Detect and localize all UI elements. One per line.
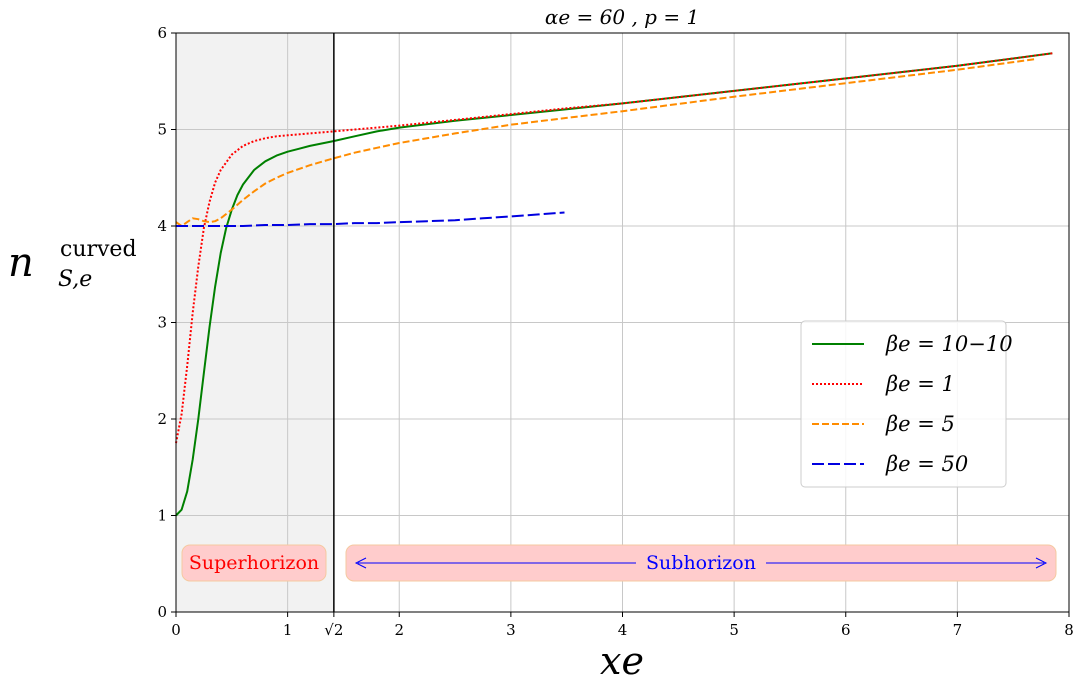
x-axis-label: xe bbox=[600, 639, 644, 682]
legend-box bbox=[800, 320, 1007, 488]
y-axis-label: n curved S,e bbox=[8, 237, 137, 292]
arrow-right-icon bbox=[1035, 557, 1048, 569]
legend-label-0: βe = 10−10 bbox=[885, 332, 1013, 356]
superhorizon-annotation: Superhorizon bbox=[181, 544, 327, 582]
legend-label-1: βe = 1 bbox=[885, 372, 955, 396]
legend-label-3: βe = 50 bbox=[885, 452, 968, 476]
y-tick-label-3: 3 bbox=[157, 314, 167, 332]
y-axis-label-sup: curved bbox=[60, 237, 137, 262]
legend: βe = 10−10 βe = 1 βe = 5 βe = 50 bbox=[800, 320, 1013, 488]
superhorizon-box bbox=[181, 544, 327, 582]
x-tick-label-9: 8 bbox=[1064, 621, 1074, 639]
y-axis-ticks: 0 1 2 3 4 5 6 bbox=[157, 24, 176, 621]
y-axis-label-main: n bbox=[8, 240, 34, 286]
x-axis-ticks: 0 1 √2 2 3 4 5 6 7 8 bbox=[171, 612, 1074, 639]
subhorizon-label: Subhorizon bbox=[646, 552, 756, 574]
subhorizon-box bbox=[345, 544, 1057, 582]
subhorizon-annotation: Subhorizon bbox=[345, 544, 1057, 582]
y-axis-label-sub: S,e bbox=[58, 267, 92, 292]
x-tick-label-7: 6 bbox=[841, 621, 851, 639]
chart-title: αe = 60 , p = 1 bbox=[545, 5, 699, 29]
y-tick-label-6: 6 bbox=[157, 24, 167, 42]
series-line-1 bbox=[175, 52, 1053, 444]
x-tick-label-3: 2 bbox=[394, 621, 404, 639]
x-tick-label-8: 7 bbox=[953, 621, 963, 639]
arrow-left-icon bbox=[354, 557, 367, 569]
y-tick-label-2: 2 bbox=[157, 410, 167, 428]
x-tick-label-1: 1 bbox=[283, 621, 293, 639]
x-tick-label-5: 4 bbox=[618, 621, 628, 639]
superhorizon-label: Superhorizon bbox=[189, 552, 319, 574]
y-tick-label-5: 5 bbox=[157, 121, 167, 139]
legend-label-2: βe = 5 bbox=[885, 412, 955, 436]
series-line-3 bbox=[176, 211, 565, 227]
x-tick-label-0: 0 bbox=[171, 621, 181, 639]
series-lines bbox=[175, 52, 1053, 517]
y-tick-label-4: 4 bbox=[157, 217, 167, 235]
y-tick-label-0: 0 bbox=[157, 603, 167, 621]
x-tick-label-2: √2 bbox=[324, 621, 343, 639]
x-tick-label-4: 3 bbox=[506, 621, 516, 639]
y-tick-label-1: 1 bbox=[157, 507, 167, 525]
series-line-2 bbox=[175, 58, 1036, 227]
x-tick-label-6: 5 bbox=[729, 621, 739, 639]
